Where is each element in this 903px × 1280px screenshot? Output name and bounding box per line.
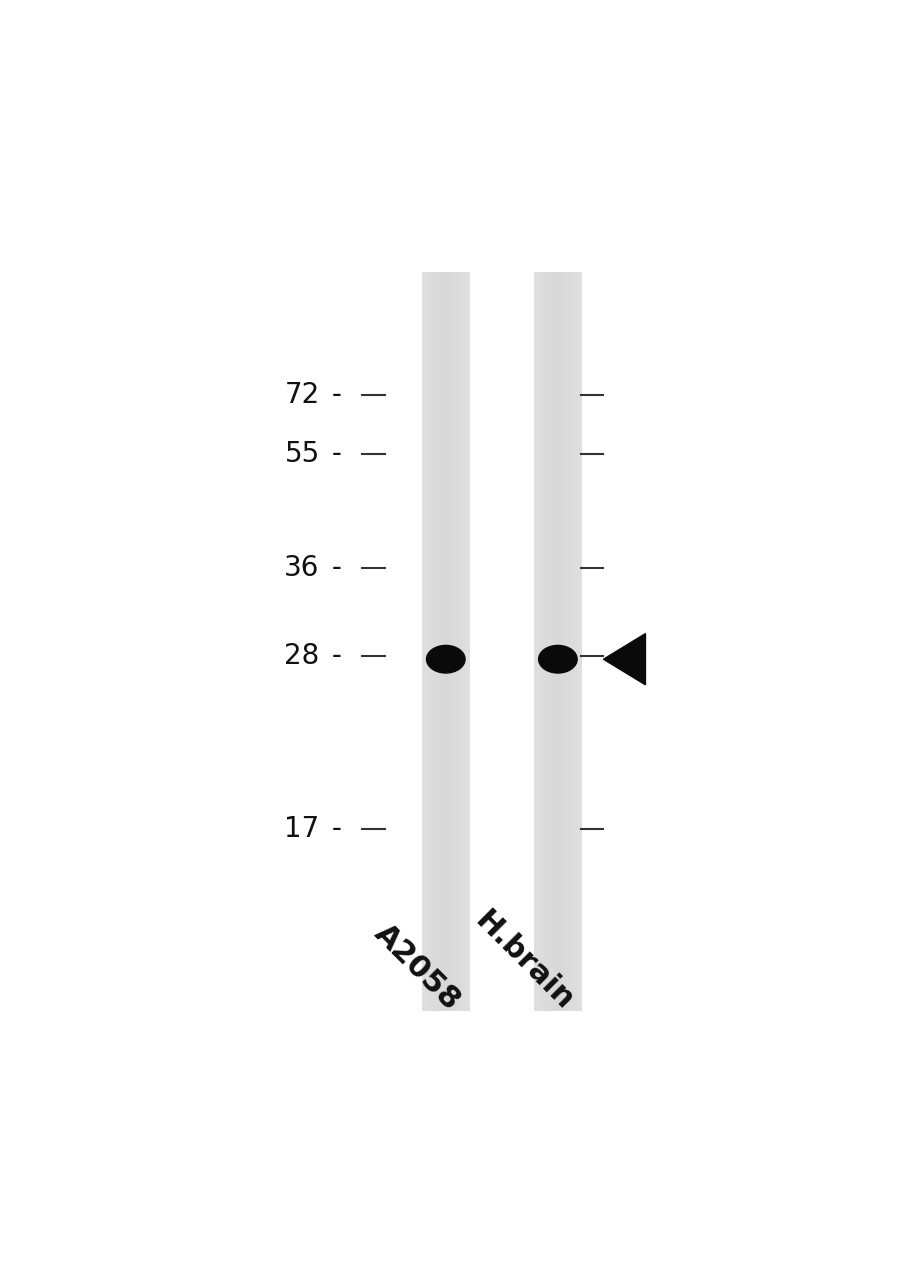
Polygon shape	[603, 634, 645, 685]
Text: H.brain: H.brain	[468, 906, 578, 1016]
Text: 36: 36	[284, 553, 320, 581]
Text: 17: 17	[284, 815, 320, 842]
Text: -: -	[323, 381, 341, 410]
Text: A2058: A2058	[368, 919, 466, 1016]
Text: -: -	[323, 553, 341, 581]
Text: 28: 28	[284, 643, 320, 671]
Text: 72: 72	[284, 381, 320, 410]
Text: -: -	[323, 440, 341, 468]
Ellipse shape	[538, 645, 576, 673]
Text: -: -	[323, 643, 341, 671]
Text: 55: 55	[284, 440, 320, 468]
Text: -: -	[323, 815, 341, 842]
Ellipse shape	[426, 645, 464, 673]
